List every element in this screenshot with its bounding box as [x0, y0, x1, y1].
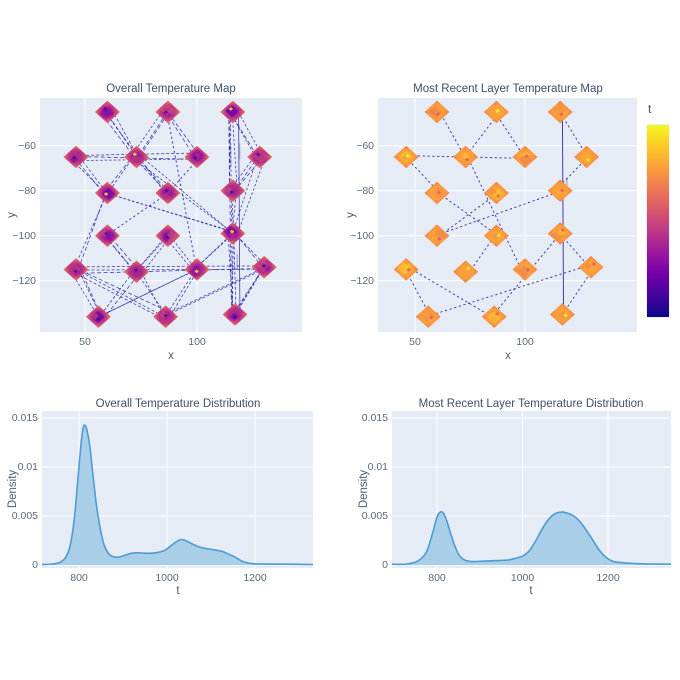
- x-axis-label-overall-map: x: [168, 350, 174, 362]
- colorbar: [646, 124, 670, 318]
- plot-title-overall-dist: Overall Temperature Distribution: [95, 398, 261, 410]
- temperature-cluster[interactable]: [94, 100, 120, 124]
- plot-area-overall-dist[interactable]: [42, 411, 313, 568]
- plot-title-overall-map: Overall Temperature Map: [106, 83, 236, 95]
- y-tick-label: 0.01: [367, 461, 388, 473]
- temperature-cluster[interactable]: [222, 303, 248, 326]
- x-tick-label: 1200: [596, 572, 620, 584]
- y-axis-label-recent-map: y: [345, 212, 357, 218]
- dist-canvas-recent[interactable]: [392, 411, 671, 568]
- y-tick-label: 0.015: [361, 412, 388, 424]
- temperature-cluster[interactable]: [547, 100, 573, 124]
- y-axis-label-overall-dist: Density: [7, 469, 19, 509]
- y-tick-label: −80: [356, 184, 374, 197]
- x-tick-label: 100: [188, 336, 206, 348]
- x-axis-label-overall-dist: t: [176, 585, 180, 597]
- y-tick-label: 0.015: [11, 412, 38, 424]
- colorbar-title: t: [648, 102, 652, 116]
- dist-canvas-overall[interactable]: [42, 411, 313, 568]
- temperature-cluster[interactable]: [578, 255, 604, 279]
- x-axis-label-recent-map: x: [505, 350, 511, 362]
- y-tick-label: 0.01: [17, 461, 38, 473]
- temperature-cluster[interactable]: [155, 100, 181, 124]
- temperature-cluster[interactable]: [220, 100, 246, 124]
- y-tick-label: 0.005: [361, 510, 388, 522]
- temperature-cluster[interactable]: [85, 305, 111, 328]
- map-canvas-overall[interactable]: [40, 98, 302, 332]
- temperature-cluster[interactable]: [549, 303, 575, 326]
- temperature-cluster[interactable]: [453, 145, 479, 169]
- temperature-cluster[interactable]: [483, 100, 509, 124]
- y-tick-label: −60: [356, 139, 374, 152]
- plot-title-recent-dist: Most Recent Layer Temperature Distributi…: [418, 398, 644, 410]
- y-tick-label: 0: [32, 559, 38, 571]
- y-tick-label: −120: [12, 274, 36, 287]
- temperature-cluster[interactable]: [124, 260, 150, 283]
- y-tick-label: −120: [350, 274, 374, 287]
- x-tick-label: 800: [70, 572, 88, 584]
- temperature-cluster[interactable]: [453, 260, 479, 283]
- plot-area-recent-map[interactable]: [378, 98, 637, 332]
- density-area[interactable]: [392, 511, 671, 565]
- temperature-cluster[interactable]: [512, 258, 538, 281]
- y-tick-label: −100: [12, 229, 36, 242]
- plot-area-recent-dist[interactable]: [392, 411, 671, 568]
- gridlines: [378, 98, 637, 332]
- y-tick-label: −100: [350, 229, 374, 242]
- temperature-cluster[interactable]: [251, 255, 277, 279]
- temperature-cluster[interactable]: [94, 224, 120, 247]
- temperature-cluster[interactable]: [483, 224, 509, 247]
- x-tick-label: 800: [428, 572, 446, 584]
- y-axis-label-recent-dist: Density: [358, 469, 370, 509]
- y-axis-label-overall-map: y: [6, 212, 18, 218]
- x-tick-label: 50: [409, 336, 421, 348]
- temperature-cluster[interactable]: [574, 145, 600, 169]
- temperature-cluster[interactable]: [63, 258, 89, 281]
- density-area[interactable]: [42, 425, 313, 565]
- x-tick-label: 1000: [155, 572, 179, 584]
- plot-title-recent-map: Most Recent Layer Temperature Map: [413, 83, 603, 95]
- x-tick-label: 1200: [243, 572, 267, 584]
- path-lines: [71, 107, 268, 321]
- temperature-cluster[interactable]: [415, 305, 441, 328]
- temperature-cluster[interactable]: [220, 179, 246, 202]
- temperature-cluster[interactable]: [547, 179, 573, 202]
- x-axis-label-recent-dist: t: [529, 585, 533, 597]
- x-tick-label: 100: [516, 336, 534, 348]
- temperature-cluster[interactable]: [424, 181, 450, 205]
- density-curve: [392, 510, 671, 566]
- x-tick-label: 50: [79, 336, 91, 348]
- temperature-cluster[interactable]: [184, 258, 210, 281]
- temperature-cluster[interactable]: [512, 145, 538, 169]
- map-canvas-recent[interactable]: [378, 98, 637, 332]
- temperature-cluster[interactable]: [393, 258, 419, 281]
- y-tick-label: −80: [18, 184, 36, 197]
- x-tick-label: 1000: [510, 572, 535, 584]
- temperature-cluster[interactable]: [155, 224, 181, 247]
- plot-area-overall-map[interactable]: [40, 98, 302, 332]
- y-tick-label: −60: [18, 139, 36, 152]
- y-tick-label: 0.005: [11, 510, 38, 522]
- path-lines: [403, 109, 594, 318]
- temperature-cluster[interactable]: [547, 222, 573, 245]
- temperature-cluster[interactable]: [481, 305, 507, 328]
- temperature-cluster[interactable]: [424, 224, 450, 247]
- temperature-cluster[interactable]: [220, 222, 246, 245]
- density-curve: [42, 424, 313, 566]
- y-tick-label: 0: [382, 559, 388, 571]
- temperature-cluster[interactable]: [184, 145, 210, 169]
- temperature-cluster[interactable]: [94, 181, 120, 205]
- temperature-cluster[interactable]: [153, 305, 179, 328]
- temperature-cluster[interactable]: [424, 100, 450, 124]
